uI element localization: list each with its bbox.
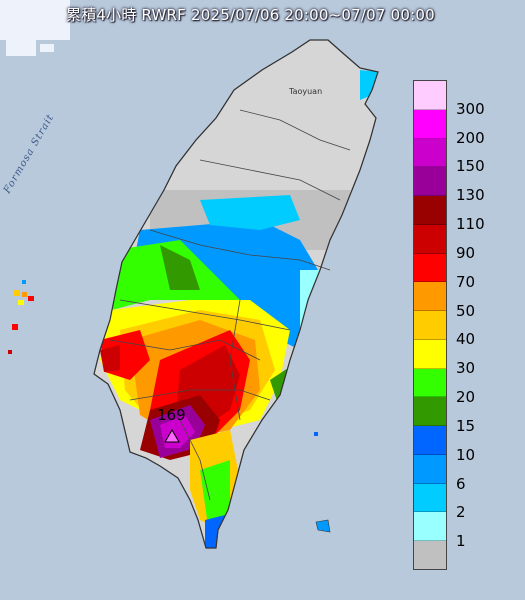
- legend-color-bar: [413, 80, 447, 570]
- coastline: [93, 39, 379, 549]
- city-label: Taoyuan: [289, 87, 323, 96]
- legend-label: 2: [456, 503, 466, 522]
- legend-swatch: [414, 196, 446, 225]
- max-marker-icon: [164, 429, 180, 443]
- max-value-label: 169: [157, 406, 186, 424]
- legend-label: 50: [456, 301, 476, 320]
- legend-label: 150: [456, 157, 485, 176]
- legend-swatch: [414, 81, 446, 110]
- legend-swatch: [414, 541, 446, 570]
- legend-swatch: [414, 224, 446, 254]
- legend-swatch: [414, 397, 446, 427]
- legend-swatch: [414, 339, 446, 369]
- legend-label: 40: [456, 330, 476, 349]
- legend-swatch: [414, 282, 446, 312]
- rainfall-field: [100, 70, 378, 548]
- map-title: 累積4小時 RWRF 2025/07/06 20:00~07/07 00:00: [66, 6, 435, 24]
- legend-swatch: [414, 167, 446, 197]
- legend-swatch: [414, 512, 446, 542]
- legend-swatch: [414, 483, 446, 513]
- county-boundaries: [109, 109, 351, 501]
- legend-swatch: [414, 109, 446, 139]
- legend-label: 90: [456, 243, 476, 262]
- legend-swatch: [414, 311, 446, 340]
- legend-swatch: [414, 368, 446, 398]
- legend-labels: 300 200 150 130 110 90 70 50 40 30 20 15 10 6 2 1: [456, 80, 516, 570]
- legend-label: 300: [456, 99, 485, 118]
- legend-label: 6: [456, 474, 466, 493]
- legend-label: 1: [456, 532, 466, 551]
- penghu-islands: [8, 280, 34, 354]
- legend-swatch: [414, 426, 446, 455]
- legend-label: 15: [456, 416, 476, 435]
- cloud-patches: [0, 0, 70, 56]
- legend-label: 70: [456, 272, 476, 291]
- legend-label: 10: [456, 445, 476, 464]
- legend-swatch: [414, 454, 446, 484]
- legend-label: 200: [456, 128, 485, 147]
- legend-label: 30: [456, 359, 476, 378]
- eastern-islets: [314, 432, 331, 533]
- legend-swatch: [414, 253, 446, 283]
- legend-label: 110: [456, 215, 485, 234]
- legend-swatch: [414, 138, 446, 168]
- legend-label: 20: [456, 388, 476, 407]
- legend-label: 130: [456, 186, 485, 205]
